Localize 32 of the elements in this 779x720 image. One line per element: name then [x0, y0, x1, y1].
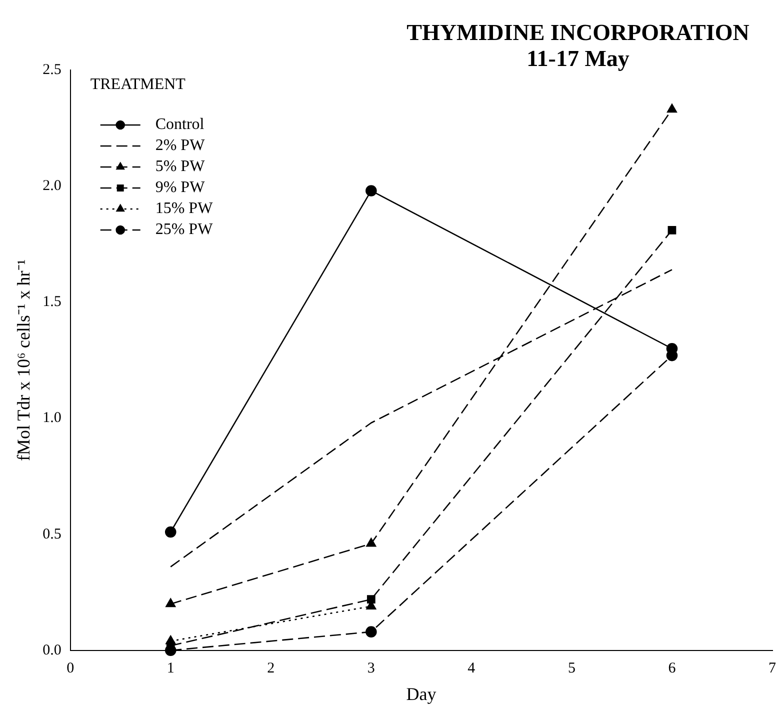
y-tick-label: 0.0 [42, 642, 62, 658]
x-tick-label: 4 [468, 660, 476, 676]
y-tick-label: 2.0 [42, 178, 62, 194]
point [166, 598, 176, 608]
legend-label: 9% PW [155, 179, 206, 196]
x-axis-title: Day [406, 684, 436, 704]
point [366, 538, 376, 547]
point [668, 226, 676, 234]
legend-title: TREATMENT [90, 76, 186, 94]
y-tick-label: 1.0 [42, 410, 62, 426]
legend-label: 25% PW [155, 221, 214, 238]
x-tick-label: 5 [568, 660, 576, 676]
x-tick-label: 2 [267, 660, 275, 676]
legend-label: 2% PW [155, 137, 206, 154]
x-tick-label: 3 [367, 660, 375, 676]
legend-label: Control [155, 116, 205, 134]
y-axis-title: fMol Tdr x 10⁶ cells⁻¹ x hr⁻¹ [14, 259, 34, 462]
chart-subtitle: 11-17 May [526, 46, 630, 71]
legend-label: 15% PW [155, 200, 214, 218]
point [366, 626, 377, 638]
point [667, 104, 677, 113]
point [164, 526, 176, 538]
y-tick-label: 0.5 [42, 526, 62, 542]
point [366, 185, 377, 196]
chart-title: THYMIDINE INCORPORATION [406, 20, 750, 45]
x-tick-label: 0 [66, 660, 74, 676]
y-tick-label: 2.5 [42, 62, 62, 78]
x-tick-label: 6 [668, 660, 676, 676]
legend-label: 5% PW [155, 158, 206, 176]
x-tick-label: 1 [166, 660, 174, 676]
y-tick-label: 1.5 [42, 294, 62, 310]
x-tick-label: 7 [768, 660, 776, 676]
